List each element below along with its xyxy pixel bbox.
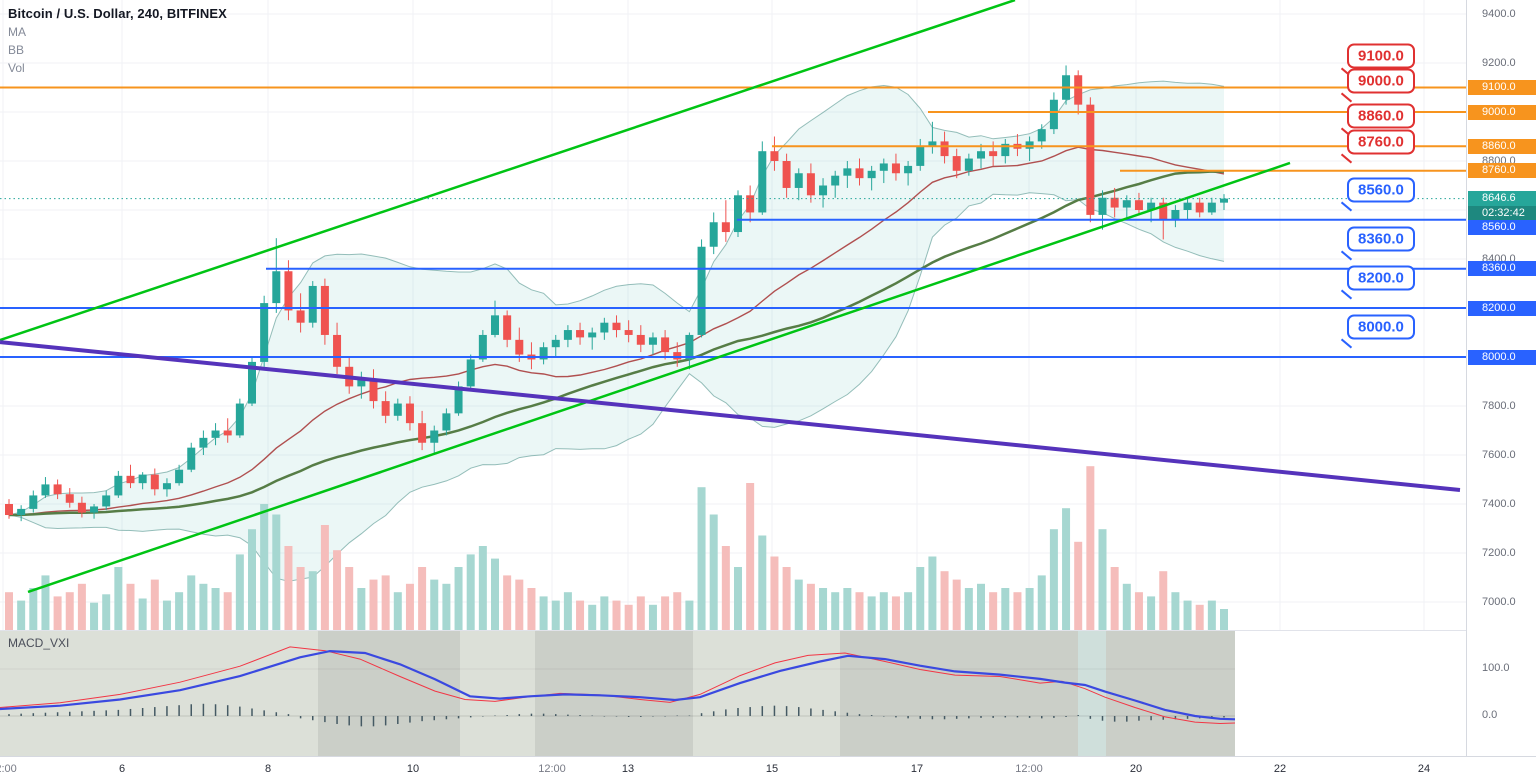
time-label-22: 22 [1273,763,1287,775]
indicator-label-ma[interactable]: MA [8,25,26,39]
macd-chart-canvas[interactable] [0,631,1466,756]
axis-badge-level-8560: 8560.0 [1468,219,1536,235]
macd-indicator-title[interactable]: MACD_VXI [8,636,70,650]
ascending-channel-upper [0,0,1016,342]
price-callout-8200.0[interactable]: 8200.0 [1347,265,1415,291]
price-tick-7000.0: 7000.0 [1482,596,1516,608]
price-tick-7600.0: 7600.0 [1482,449,1516,461]
trend-lines[interactable] [0,0,1461,594]
price-tick-7200.0: 7200.0 [1482,547,1516,559]
indicator-label-vol[interactable]: Vol [8,61,25,75]
macd-scale-tick-100.0: 100.0 [1482,662,1510,674]
axis-badge-level-8760: 8760.0 [1468,163,1536,179]
price-callout-8360.0[interactable]: 8360.0 [1347,226,1415,252]
price-tick-9200.0: 9200.0 [1482,57,1516,69]
support-resistance-lines[interactable] [0,86,1466,358]
axis-badge-level-8200: 8200.0 [1468,300,1536,316]
indicator-label-bb[interactable]: BB [8,43,25,57]
price-callout-9100.0[interactable]: 9100.0 [1347,43,1415,69]
axis-badge-level-8860: 8860.0 [1468,138,1536,154]
time-label-13: 13 [621,763,635,775]
axis-badge-current-price: 8646.6 [1468,191,1536,207]
ascending-channel-lower [27,161,1291,594]
price-chart-canvas[interactable] [0,0,1466,630]
time-label-12-00: 12:00 [538,763,566,775]
macd-signal-line [0,646,1236,725]
price-axis[interactable]: 9400.0 9200.0 8800.0 8400.0 7800.0 7600.0 7400… [1466,0,1536,756]
time-axis[interactable]: 12:00 6 8 10 12:00 13 15 17 12:00 20 22 24 [0,756,1536,781]
price-pane[interactable]: Bitcoin / U.S. Dollar, 240, BITFINEX MA … [0,0,1466,630]
candlestick-series [5,65,1228,522]
volume-series [5,466,1228,630]
price-tick-7800.0: 7800.0 [1482,400,1516,412]
time-label-17: 17 [910,763,924,775]
time-label-8: 8 [264,763,272,775]
chart-legend: Bitcoin / U.S. Dollar, 240, BITFINEX MA … [8,6,227,75]
axis-badge-bar-countdown: 02:32:42 [1468,206,1536,221]
time-label-15: 15 [765,763,779,775]
time-label-6: 6 [118,763,126,775]
price-callout-8760.0[interactable]: 8760.0 [1347,129,1415,155]
time-label-12-00: 12:00 [0,763,17,775]
macd-main-line [0,649,1236,721]
time-label-12-00: 12:00 [1015,763,1043,775]
price-callout-8560.0[interactable]: 8560.0 [1347,177,1415,203]
price-callout-8000.0[interactable]: 8000.0 [1347,314,1415,340]
descending-trendline [0,340,1461,493]
axis-badge-level-9100: 9100.0 [1468,80,1536,95]
price-callout-8860.0[interactable]: 8860.0 [1347,103,1415,129]
time-label-24: 24 [1417,763,1431,775]
price-callout-9000.0[interactable]: 9000.0 [1347,68,1415,94]
moving-average-line [8,170,1225,517]
axis-badge-level-8000: 8000.0 [1468,349,1536,365]
macd-background-stripes [0,631,1235,756]
time-label-10: 10 [406,763,420,775]
macd-lines [0,646,1236,725]
macd-pane[interactable]: MACD_VXI [0,630,1466,756]
macd-scale-tick-0.0: 0.0 [1482,709,1498,721]
price-tick-7400.0: 7400.0 [1482,498,1516,510]
axis-badge-level-9000: 9000.0 [1468,104,1536,120]
axis-badge-level-8360: 8360.0 [1468,261,1536,277]
symbol-title[interactable]: Bitcoin / U.S. Dollar, 240, BITFINEX [8,6,227,21]
price-tick-9400.0: 9400.0 [1482,8,1516,20]
macd-histogram [8,703,1225,727]
time-label-20: 20 [1129,763,1143,775]
